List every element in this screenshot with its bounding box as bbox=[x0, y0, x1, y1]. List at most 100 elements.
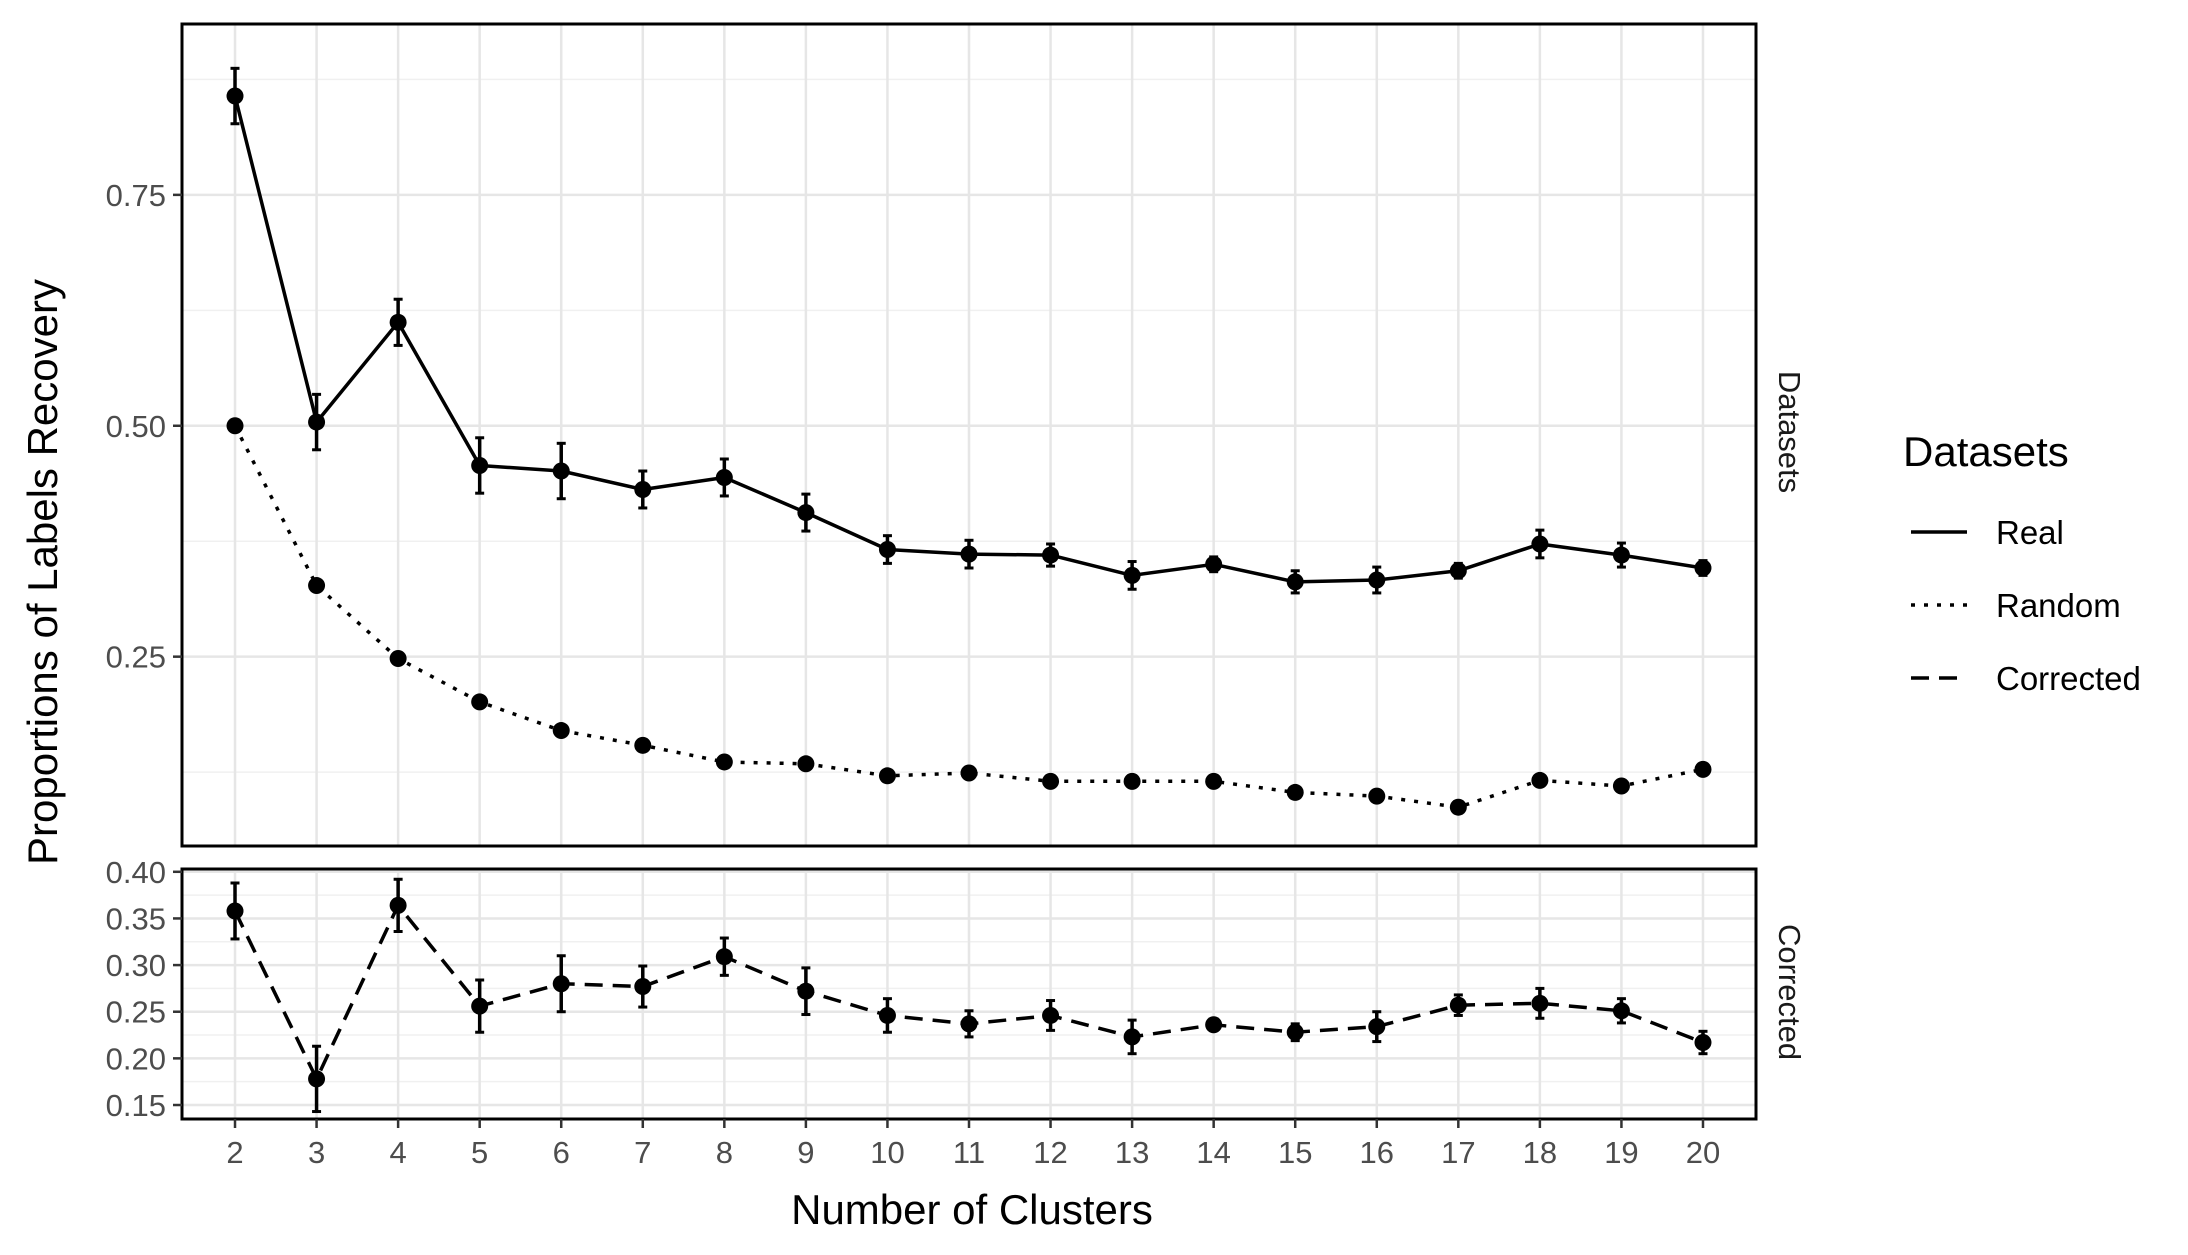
data-point-random bbox=[308, 577, 326, 595]
x-tick-label: 12 bbox=[1033, 1135, 1067, 1170]
x-tick-label: 16 bbox=[1360, 1135, 1394, 1170]
y-tick-label: 0.40 bbox=[106, 855, 166, 890]
y-tick-label: 0.50 bbox=[106, 409, 166, 444]
data-point-real bbox=[634, 480, 652, 498]
y-tick-label: 0.20 bbox=[106, 1041, 166, 1076]
data-point-corrected bbox=[471, 997, 489, 1015]
data-point-corrected bbox=[226, 902, 244, 920]
data-point-corrected bbox=[1694, 1034, 1712, 1052]
x-tick-label: 9 bbox=[797, 1135, 814, 1170]
data-point-corrected bbox=[1449, 996, 1467, 1014]
data-point-corrected bbox=[1368, 1018, 1386, 1036]
data-point-real bbox=[308, 413, 326, 431]
strip-label-datasets: Datasets bbox=[1772, 371, 1807, 493]
x-tick-label: 10 bbox=[870, 1135, 904, 1170]
x-tick-label: 3 bbox=[308, 1135, 325, 1170]
y-axis-title: Proportions of Labels Recovery bbox=[19, 279, 66, 865]
x-tick-label: 18 bbox=[1523, 1135, 1557, 1170]
strip-label-corrected: Corrected bbox=[1772, 924, 1807, 1060]
x-tick-label: 2 bbox=[226, 1135, 243, 1170]
data-point-real bbox=[1449, 562, 1467, 580]
data-point-real bbox=[389, 313, 407, 331]
y-tick-label: 0.35 bbox=[106, 901, 166, 936]
data-point-real bbox=[552, 462, 570, 480]
data-point-real bbox=[1042, 546, 1060, 564]
legend-title: Datasets bbox=[1903, 428, 2069, 475]
data-point-corrected bbox=[1531, 994, 1549, 1012]
x-tick-label: 15 bbox=[1278, 1135, 1312, 1170]
data-point-random bbox=[634, 736, 652, 754]
x-tick-label: 4 bbox=[389, 1135, 406, 1170]
data-point-corrected bbox=[960, 1015, 978, 1033]
x-tick-label: 20 bbox=[1686, 1135, 1720, 1170]
x-tick-label: 17 bbox=[1441, 1135, 1475, 1170]
data-point-corrected bbox=[552, 975, 570, 993]
data-point-real bbox=[1123, 566, 1141, 584]
data-point-real bbox=[715, 468, 733, 486]
data-point-random bbox=[797, 755, 815, 773]
data-point-random bbox=[1286, 783, 1304, 801]
x-tick-label: 13 bbox=[1115, 1135, 1149, 1170]
data-point-real bbox=[960, 545, 978, 563]
data-point-real bbox=[1531, 535, 1549, 553]
data-point-random bbox=[1205, 772, 1223, 790]
data-point-corrected bbox=[389, 896, 407, 914]
legend-label-corrected: Corrected bbox=[1996, 660, 2141, 697]
data-point-random bbox=[552, 722, 570, 740]
data-point-random bbox=[1368, 787, 1386, 805]
data-point-corrected bbox=[1286, 1023, 1304, 1041]
data-point-random bbox=[1042, 772, 1060, 790]
data-point-random bbox=[1612, 777, 1630, 795]
x-tick-label: 8 bbox=[716, 1135, 733, 1170]
axis-layer: 0.25 0.50 0.75 0.15 0.20 0.25 0.30 0.35 0.40 2 3 4 5… bbox=[106, 178, 1721, 1170]
data-point-real bbox=[1612, 546, 1630, 564]
x-axis-title: Number of Clusters bbox=[791, 1186, 1153, 1233]
x-tick-label: 11 bbox=[953, 1135, 985, 1170]
data-point-corrected bbox=[308, 1070, 326, 1088]
panel-frame bbox=[180, 22, 1758, 848]
grid-layer bbox=[182, 24, 1756, 1119]
data-point-real bbox=[797, 504, 815, 522]
y-tick-label: 0.15 bbox=[106, 1088, 166, 1123]
data-point-corrected bbox=[634, 978, 652, 996]
data-point-random bbox=[1123, 772, 1141, 790]
data-point-real bbox=[1205, 555, 1223, 573]
data-point-random bbox=[471, 693, 489, 711]
y-tick-label: 0.30 bbox=[106, 948, 166, 983]
data-point-corrected bbox=[715, 948, 733, 966]
x-tick-label: 19 bbox=[1604, 1135, 1638, 1170]
data-point-random bbox=[1531, 771, 1549, 789]
data-point-random bbox=[389, 650, 407, 668]
data-point-random bbox=[226, 417, 244, 435]
x-tick-label: 7 bbox=[634, 1135, 651, 1170]
x-tick-label: 5 bbox=[471, 1135, 488, 1170]
data-point-corrected bbox=[1042, 1006, 1060, 1024]
data-point-real bbox=[1368, 571, 1386, 589]
series-layer bbox=[226, 66, 1712, 1114]
y-tick-label: 0.75 bbox=[106, 178, 166, 213]
data-point-random bbox=[960, 764, 978, 782]
data-point-corrected bbox=[1612, 1002, 1630, 1020]
x-tick-label: 6 bbox=[553, 1135, 570, 1170]
data-point-random bbox=[1694, 760, 1712, 778]
data-point-random bbox=[1449, 798, 1467, 816]
data-point-real bbox=[226, 87, 244, 105]
data-point-random bbox=[715, 753, 733, 771]
data-point-real bbox=[1694, 559, 1712, 577]
data-point-real bbox=[471, 456, 489, 474]
data-point-corrected bbox=[878, 1006, 896, 1024]
data-point-corrected bbox=[797, 982, 815, 1000]
data-point-real bbox=[1286, 573, 1304, 591]
data-point-real bbox=[878, 541, 896, 559]
data-point-corrected bbox=[1205, 1016, 1223, 1034]
y-tick-label: 0.25 bbox=[106, 640, 166, 675]
x-tick-label: 14 bbox=[1196, 1135, 1230, 1170]
legend: Datasets Real Random Corrected bbox=[1903, 428, 2141, 697]
legend-label-real: Real bbox=[1996, 514, 2064, 551]
y-tick-label: 0.25 bbox=[106, 995, 166, 1030]
legend-label-random: Random bbox=[1996, 587, 2121, 624]
data-point-corrected bbox=[1123, 1028, 1141, 1046]
data-point-random bbox=[878, 767, 896, 785]
